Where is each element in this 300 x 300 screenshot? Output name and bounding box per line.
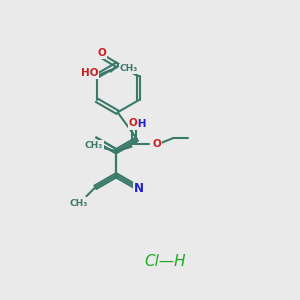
Text: CH₃: CH₃ [70, 199, 88, 208]
Text: NH: NH [129, 119, 146, 129]
Text: CH₃: CH₃ [85, 141, 103, 150]
Text: HO: HO [81, 68, 99, 78]
Text: N: N [134, 182, 143, 195]
Text: O: O [153, 139, 162, 149]
Text: O: O [97, 48, 106, 59]
Text: CH₃: CH₃ [119, 64, 138, 73]
Text: Cl—H: Cl—H [144, 254, 185, 269]
Text: O: O [129, 118, 138, 128]
